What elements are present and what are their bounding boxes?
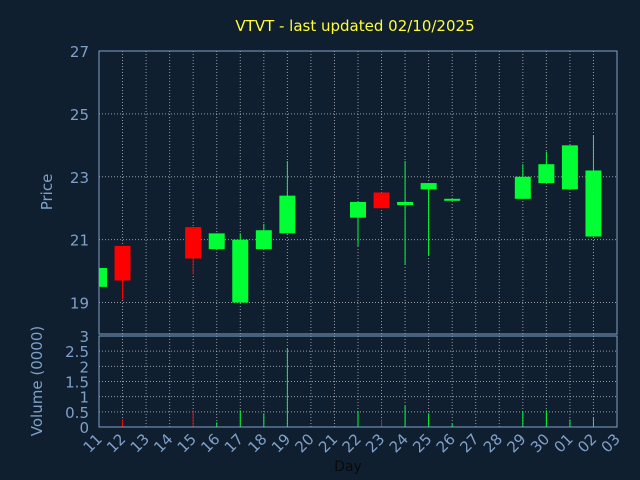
candle bbox=[350, 201, 366, 246]
candle bbox=[444, 198, 461, 201]
candle-body bbox=[373, 192, 390, 209]
candle bbox=[420, 183, 437, 256]
candle bbox=[373, 192, 390, 209]
candle bbox=[114, 245, 131, 300]
candle bbox=[397, 161, 414, 265]
volume-tick-label: 1 bbox=[79, 389, 89, 407]
candle bbox=[585, 135, 602, 237]
candle-body bbox=[208, 233, 225, 250]
price-tick-label: 27 bbox=[70, 43, 89, 61]
price-axis-label: Price bbox=[38, 174, 56, 211]
candle bbox=[232, 233, 249, 303]
candle-body bbox=[585, 170, 602, 237]
candle bbox=[514, 164, 531, 199]
candle bbox=[561, 145, 578, 190]
candle-body bbox=[99, 267, 107, 287]
candle-body bbox=[255, 230, 272, 250]
candle-body bbox=[420, 183, 437, 190]
price-tick-label: 23 bbox=[70, 169, 89, 187]
candle-body bbox=[185, 227, 202, 259]
volume-axis-label: Volume (0000) bbox=[28, 326, 46, 436]
volume-tick-label: 1.5 bbox=[65, 374, 89, 392]
volume-tick-label: 2 bbox=[79, 358, 89, 376]
volume-tick-label: 0.5 bbox=[65, 404, 89, 422]
volume-tick-label: 2.5 bbox=[65, 343, 89, 361]
price-plot-frame bbox=[98, 50, 618, 335]
price-tick-label: 21 bbox=[70, 232, 89, 250]
candle-body bbox=[514, 176, 531, 199]
price-candles bbox=[98, 135, 602, 303]
price-y-ticks: 19 21 23 25 27 bbox=[70, 43, 89, 313]
price-tick-label: 19 bbox=[70, 295, 89, 313]
x-ticks: 1112131415161718192021222324252627282930… bbox=[80, 430, 624, 456]
candle-body bbox=[279, 195, 296, 234]
candle-body bbox=[232, 239, 249, 303]
x-axis-label: Day bbox=[334, 459, 362, 475]
candle bbox=[208, 233, 225, 250]
candle bbox=[538, 151, 555, 184]
candle-body bbox=[397, 201, 414, 206]
candle bbox=[255, 223, 272, 250]
candle-body bbox=[538, 164, 555, 184]
candle-body bbox=[350, 201, 366, 218]
candle-body bbox=[561, 145, 578, 190]
candle bbox=[279, 161, 296, 234]
candle bbox=[185, 227, 202, 275]
price-tick-label: 25 bbox=[70, 106, 89, 124]
chart-title: VTVT - last updated 02/10/2025 bbox=[235, 17, 474, 35]
candle-body bbox=[444, 198, 461, 201]
volume-plot-frame bbox=[98, 335, 618, 428]
volume-y-ticks: 00.511.522.53 bbox=[65, 328, 89, 437]
volume-tick-label: 3 bbox=[79, 328, 89, 346]
candle bbox=[98, 267, 107, 290]
volume-tick-label: 0 bbox=[79, 419, 89, 437]
candle-body bbox=[114, 245, 131, 281]
